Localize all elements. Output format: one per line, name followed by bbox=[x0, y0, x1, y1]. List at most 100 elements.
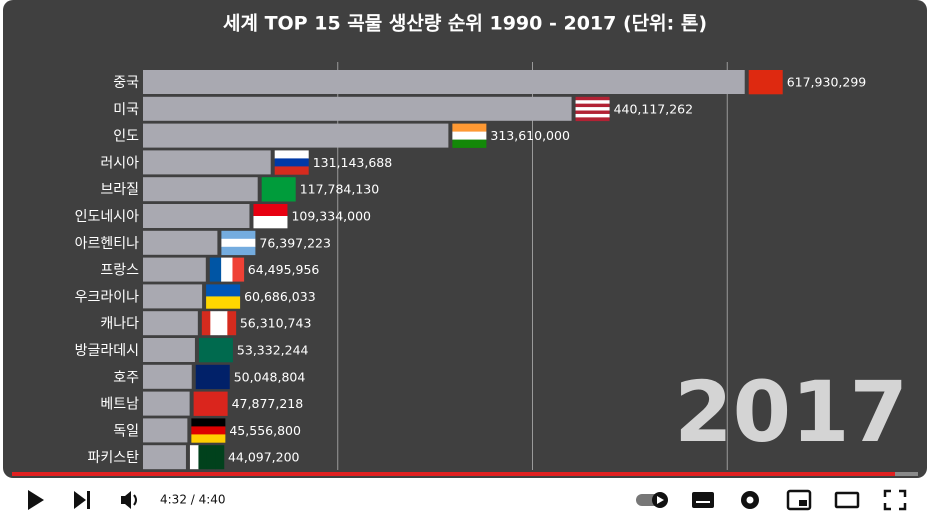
value-label: 109,334,000 bbox=[291, 209, 371, 224]
y-tick-label: 미국 bbox=[113, 102, 139, 118]
chart-title: 세계 TOP 15 곡물 생산량 순위 1990 - 2017 (단위: 톤) bbox=[223, 13, 707, 35]
controls: 4:32 / 4:40 bbox=[28, 489, 907, 511]
bar bbox=[143, 204, 250, 228]
flag bbox=[261, 177, 296, 202]
bar bbox=[143, 150, 271, 175]
value-label: 313,610,000 bbox=[490, 128, 570, 143]
value-label: 53,332,244 bbox=[237, 343, 309, 358]
flag bbox=[575, 110, 610, 115]
value-label: 64,495,956 bbox=[248, 262, 320, 277]
flag bbox=[274, 158, 309, 167]
y-tick-label: 인도 bbox=[113, 129, 139, 145]
value-label: 44,097,200 bbox=[228, 450, 300, 465]
flag bbox=[191, 418, 226, 427]
flag bbox=[206, 445, 216, 470]
bar bbox=[143, 70, 745, 94]
flag bbox=[191, 434, 226, 443]
bar bbox=[143, 338, 195, 362]
flag bbox=[274, 150, 309, 159]
flag bbox=[189, 445, 199, 470]
value-label: 440,117,262 bbox=[614, 101, 694, 116]
year-label: 2017 bbox=[674, 363, 908, 461]
flag bbox=[193, 391, 228, 416]
y-tick-label: 러시아 bbox=[100, 155, 139, 171]
progress-played bbox=[12, 472, 895, 476]
flag bbox=[206, 296, 241, 309]
bar bbox=[143, 445, 186, 470]
bar bbox=[143, 177, 258, 202]
y-tick-label: 호주 bbox=[113, 370, 139, 386]
flag bbox=[218, 311, 228, 336]
flag bbox=[215, 445, 225, 470]
flag bbox=[198, 338, 233, 363]
volume-wave bbox=[133, 494, 137, 506]
flag bbox=[253, 204, 288, 217]
flag bbox=[221, 230, 256, 240]
flag bbox=[748, 70, 783, 95]
play-button[interactable] bbox=[28, 490, 44, 510]
value-label: 50,048,804 bbox=[234, 369, 306, 384]
y-tick-label: 파키스탄 bbox=[87, 450, 139, 466]
flag bbox=[575, 100, 610, 104]
volume-button[interactable] bbox=[121, 491, 131, 509]
value-label: 56,310,743 bbox=[240, 316, 312, 331]
value-label: 131,143,688 bbox=[313, 155, 393, 170]
flag bbox=[227, 311, 237, 336]
flag bbox=[452, 123, 487, 132]
miniplayer-inner bbox=[799, 500, 807, 506]
flag bbox=[274, 166, 309, 175]
flag bbox=[575, 103, 610, 108]
value-label: 45,556,800 bbox=[229, 423, 301, 438]
flag bbox=[575, 117, 610, 122]
flag bbox=[191, 426, 226, 435]
bar bbox=[143, 391, 190, 416]
theater-button[interactable] bbox=[834, 491, 860, 509]
flag bbox=[221, 246, 256, 256]
bar bbox=[143, 96, 572, 121]
y-tick-label: 브라질 bbox=[100, 182, 139, 198]
y-tick-label: 아르헨티나 bbox=[75, 236, 140, 252]
flag bbox=[575, 113, 610, 118]
value-label: 76,397,223 bbox=[259, 235, 331, 250]
y-tick-label: 프랑스 bbox=[100, 263, 139, 279]
y-tick-label: 중국 bbox=[113, 75, 139, 91]
bar bbox=[143, 284, 203, 309]
subtitles-line bbox=[696, 501, 710, 503]
flag bbox=[232, 257, 245, 282]
flag bbox=[575, 96, 610, 101]
flag bbox=[575, 107, 610, 111]
miniplayer-button[interactable] bbox=[786, 489, 812, 511]
fullscreen-button[interactable] bbox=[883, 489, 907, 511]
flag bbox=[253, 216, 288, 229]
flag bbox=[221, 238, 256, 248]
flag bbox=[452, 131, 487, 140]
autoplay-icon bbox=[657, 496, 664, 504]
y-tick-label: 인도네시아 bbox=[75, 209, 140, 225]
flag bbox=[210, 311, 220, 336]
flag bbox=[195, 364, 230, 390]
flag bbox=[198, 445, 208, 470]
bar bbox=[143, 418, 188, 443]
flag bbox=[201, 311, 211, 336]
bar bbox=[143, 230, 218, 255]
settings-hole bbox=[746, 496, 754, 504]
flag bbox=[206, 284, 241, 297]
y-tick-label: 독일 bbox=[113, 423, 139, 439]
bar bbox=[143, 364, 192, 389]
y-tick-label: 캐나다 bbox=[100, 316, 139, 332]
y-tick-label: 베트남 bbox=[100, 397, 139, 413]
y-tick-label: 방글라데시 bbox=[75, 343, 139, 359]
value-label: 117,784,130 bbox=[300, 182, 380, 197]
value-label: 47,877,218 bbox=[232, 396, 304, 411]
subtitles-button[interactable] bbox=[692, 492, 714, 508]
plot: 중국 617,930,299 미국 440,117,262 인도 313,610,000 러… bbox=[75, 62, 866, 470]
flag bbox=[209, 257, 222, 282]
time-display: 4:32 / 4:40 bbox=[160, 493, 226, 507]
bar bbox=[143, 311, 198, 336]
bar bbox=[143, 123, 449, 148]
next-button[interactable] bbox=[74, 491, 90, 509]
value-label: 60,686,033 bbox=[244, 289, 316, 304]
y-tick-label: 우크라이나 bbox=[75, 289, 140, 305]
